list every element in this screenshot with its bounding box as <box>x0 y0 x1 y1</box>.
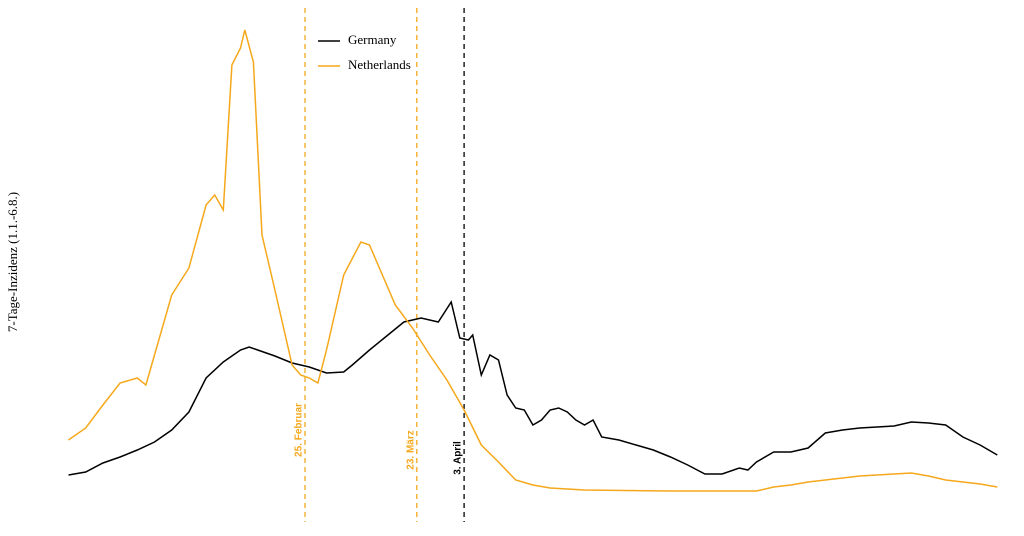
event-label: 25. Februar <box>294 403 305 457</box>
event-label: 23. März <box>405 430 416 469</box>
series-line <box>68 300 998 476</box>
event-label: 3. April <box>453 441 464 475</box>
y-axis-label: 7-Tage-Inzidenz (1.1.-6.8.) <box>5 192 20 332</box>
legend-label: Netherlands <box>348 57 411 72</box>
series-line <box>68 29 998 492</box>
legend-label: Germany <box>348 32 397 47</box>
